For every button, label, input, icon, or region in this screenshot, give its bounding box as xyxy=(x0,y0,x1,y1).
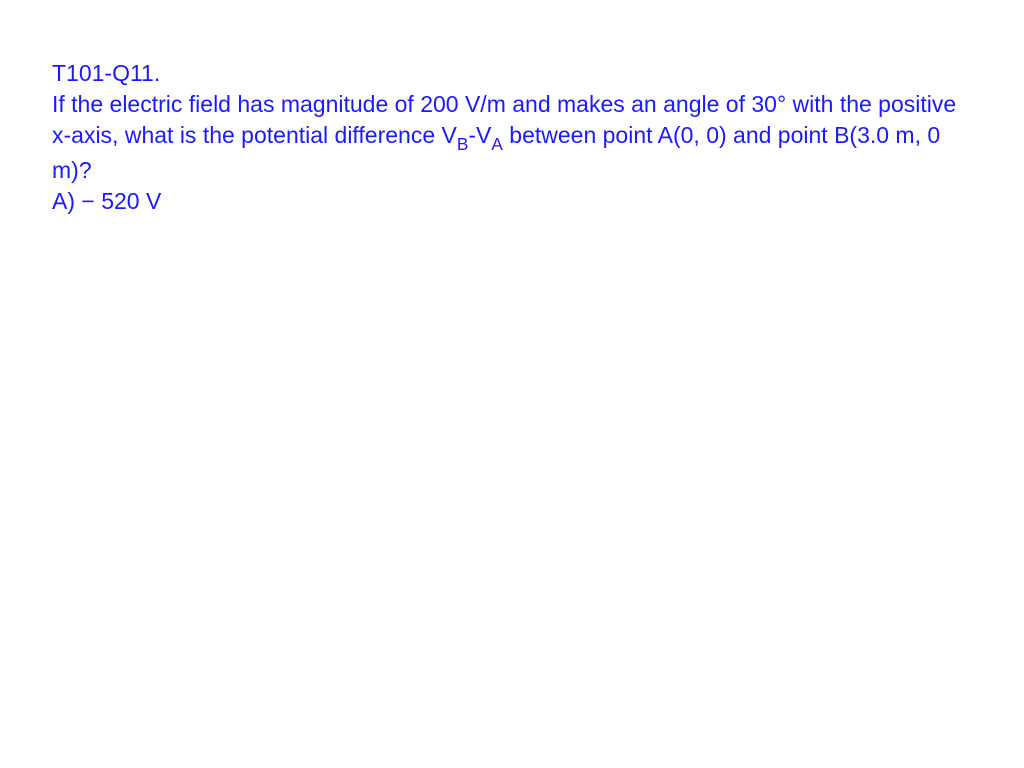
question-text-part2: -V xyxy=(468,122,491,148)
subscript-a: A xyxy=(491,134,503,154)
answer-option: A) − 520 V xyxy=(52,186,972,217)
subscript-b: B xyxy=(457,134,469,154)
question-id: T101-Q11. xyxy=(52,58,972,89)
question-block: T101-Q11. If the electric field has magn… xyxy=(52,58,972,217)
